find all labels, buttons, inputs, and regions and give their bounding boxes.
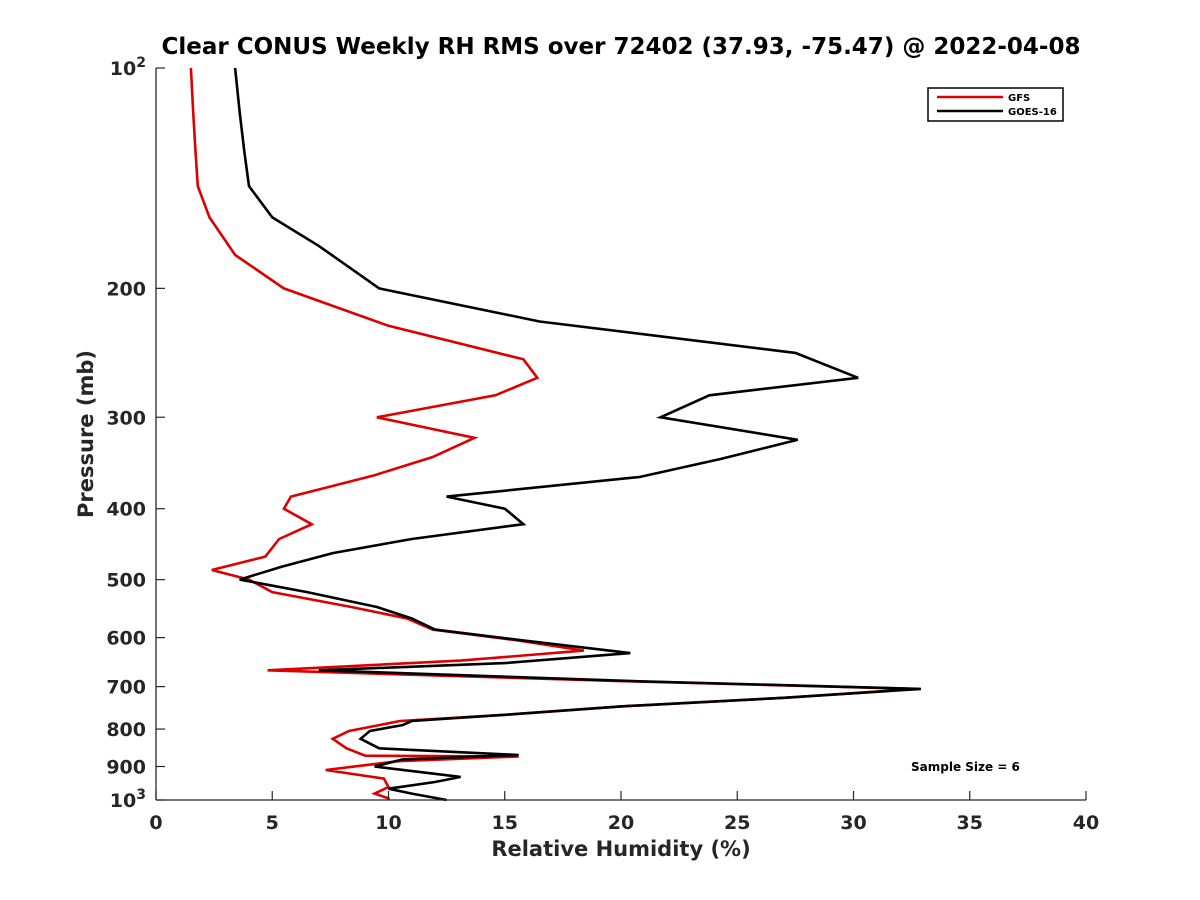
series-line-goes16 (233, 67, 921, 802)
x-tick-label: 5 (266, 812, 279, 834)
y-tick-exponent: 3 (136, 787, 146, 803)
y-tick-label: 400 (106, 499, 146, 521)
y-tick-base: 500 (106, 570, 146, 592)
x-tick-label: 15 (492, 812, 518, 834)
series-line-gfs (189, 67, 917, 800)
y-tick-base: 400 (106, 499, 146, 521)
x-tick-label: 40 (1073, 812, 1099, 834)
y-tick-label: 900 (106, 757, 146, 779)
plot-area (156, 68, 1086, 800)
y-tick-base: 10 (110, 58, 136, 80)
y-tick-base: 300 (106, 407, 146, 429)
y-tick-base: 10 (110, 790, 136, 812)
y-tick-base: 800 (106, 719, 146, 741)
y-tick-label: 600 (106, 628, 146, 650)
y-tick-label: 102 (110, 55, 146, 80)
y-tick-exponent: 2 (136, 55, 146, 71)
y-tick-label: 500 (106, 570, 146, 592)
x-axis-title: Relative Humidity (%) (491, 837, 750, 861)
y-tick-base: 900 (106, 757, 146, 779)
x-ticks: 0 5 10 15 20 25 30 35 40 (149, 791, 1099, 834)
x-tick-label: 35 (957, 812, 983, 834)
legend-box (927, 87, 1064, 122)
y-tick-label: 700 (106, 677, 146, 699)
x-tick-label: 30 (840, 812, 866, 834)
x-tick-label: 10 (375, 812, 401, 834)
sample-size-annotation: Sample Size = 6 (911, 760, 1020, 774)
y-tick-label: 103 (110, 787, 146, 812)
y-tick-label: 800 (106, 719, 146, 741)
y-tick-label: 200 (106, 278, 146, 300)
y-axis-title: Pressure (mb) (74, 350, 98, 518)
y-tick-base: 600 (106, 628, 146, 650)
x-tick-label: 25 (724, 812, 750, 834)
series-layer (189, 67, 921, 802)
y-tick-base: 200 (106, 278, 146, 300)
legend-label-goes16: GOES-16 (1008, 107, 1057, 118)
x-tick-label: 20 (608, 812, 634, 834)
y-tick-base: 700 (106, 677, 146, 699)
x-tick-label: 0 (149, 812, 162, 834)
chart-title: Clear CONUS Weekly RH RMS over 72402 (37… (162, 34, 1081, 60)
legend: GFS GOES-16 (927, 87, 1064, 122)
legend-label-gfs: GFS (1008, 93, 1030, 104)
y-tick-label: 300 (106, 407, 146, 429)
